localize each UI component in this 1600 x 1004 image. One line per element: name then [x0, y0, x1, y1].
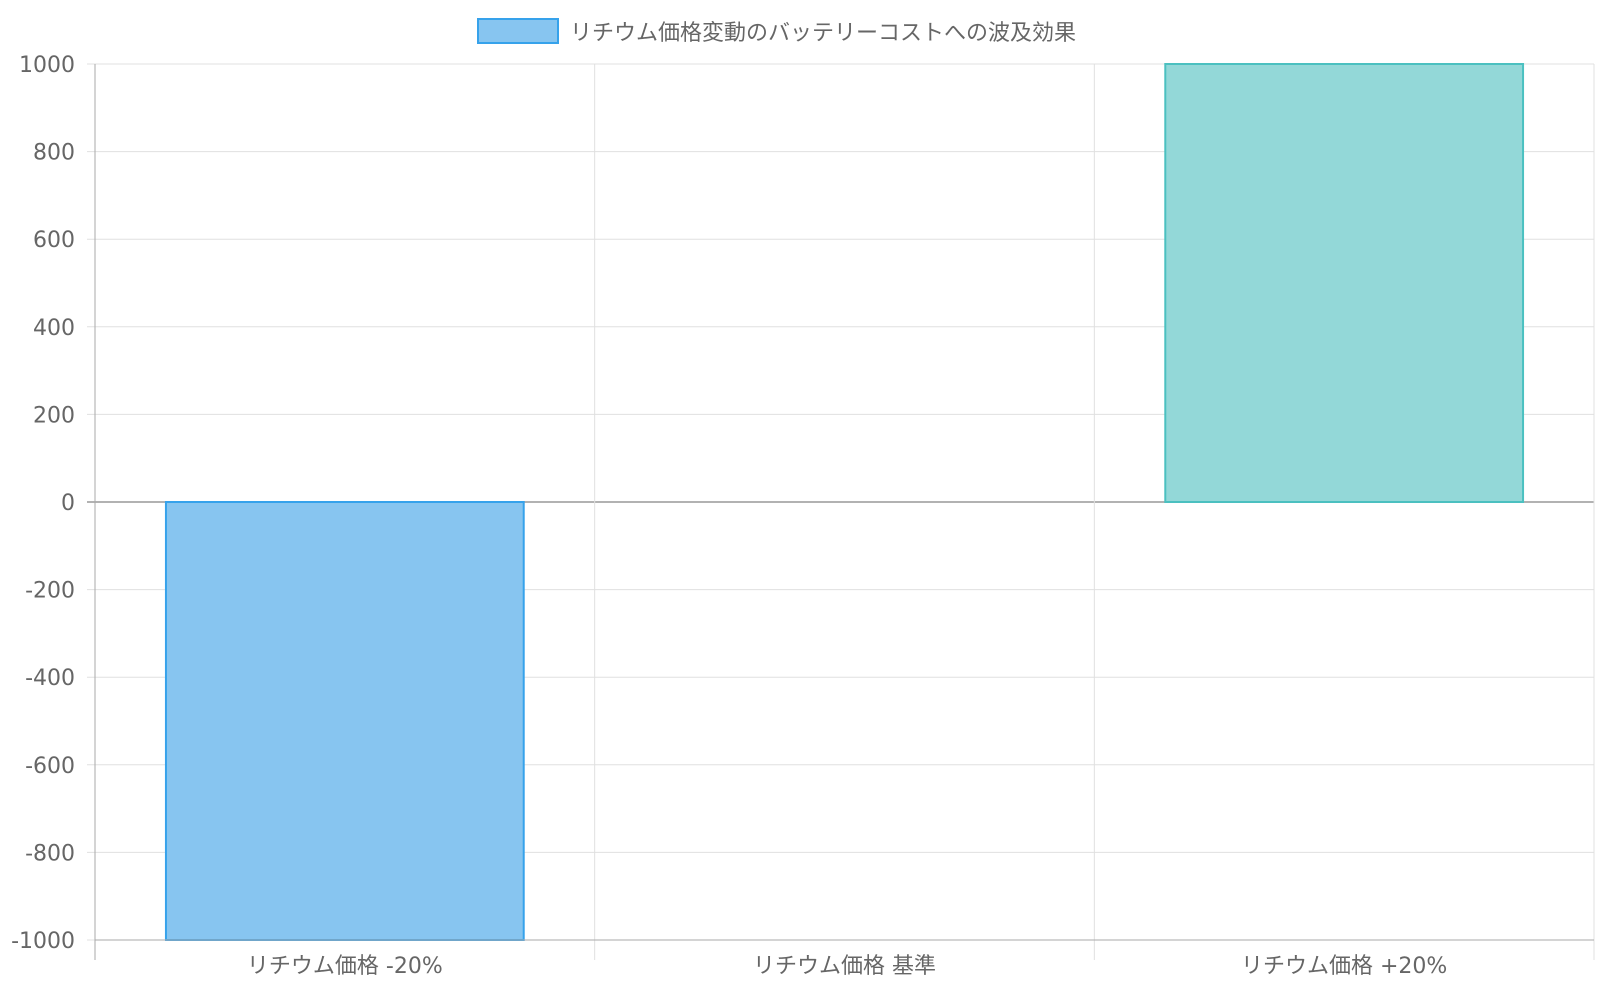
- y-tick-label: 200: [33, 403, 75, 428]
- y-tick-label: -800: [25, 841, 75, 866]
- bars: [164, 63, 1525, 941]
- x-tick-label: リチウム価格 -20%: [247, 954, 443, 979]
- y-tick-label: 600: [33, 228, 75, 253]
- legend-swatch: [477, 18, 559, 44]
- y-tick-label: 1000: [19, 53, 75, 78]
- y-tick-label: 0: [61, 491, 75, 516]
- bar-2[interactable]: [1164, 63, 1525, 503]
- y-tick-label: -400: [25, 666, 75, 691]
- legend-label: リチウム価格変動のバッテリーコストへの波及効果: [570, 21, 1076, 46]
- legend[interactable]: リチウム価格変動のバッテリーコストへの波及効果: [477, 18, 1076, 46]
- x-tick-label: リチウム価格 +20%: [1241, 954, 1447, 979]
- y-tick-label: 400: [33, 316, 75, 341]
- x-tick-label: リチウム価格 基準: [753, 954, 936, 979]
- y-tick-label: 800: [33, 141, 75, 166]
- y-tick-label: -1000: [11, 929, 75, 954]
- y-tick-label: -600: [25, 754, 75, 779]
- y-tick-label: -200: [25, 579, 75, 604]
- tick-labels: -1000 -800 -600 -400 -200 0 200 400 600 800 1000 リチ…: [11, 53, 1447, 979]
- bar-0[interactable]: [164, 501, 525, 941]
